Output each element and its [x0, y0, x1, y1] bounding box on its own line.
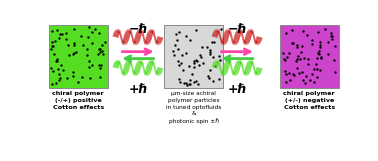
Bar: [164, 25, 223, 88]
Bar: [280, 25, 339, 88]
Text: +ℏ: +ℏ: [228, 83, 247, 96]
Text: μm-size achiral
polymer particles
in tuned optofluids
&
photonic spin ±ℏ: μm-size achiral polymer particles in tun…: [166, 91, 222, 124]
Text: −ℏ: −ℏ: [228, 23, 247, 36]
Bar: [49, 25, 108, 88]
Text: −ℏ: −ℏ: [128, 23, 148, 36]
Text: chiral polymer
(-/+) positive
Cotton effects: chiral polymer (-/+) positive Cotton eff…: [53, 91, 104, 110]
Text: +ℏ: +ℏ: [128, 83, 148, 96]
Text: chiral polymer
(+/-) negative
Cotton effects: chiral polymer (+/-) negative Cotton eff…: [284, 91, 335, 110]
